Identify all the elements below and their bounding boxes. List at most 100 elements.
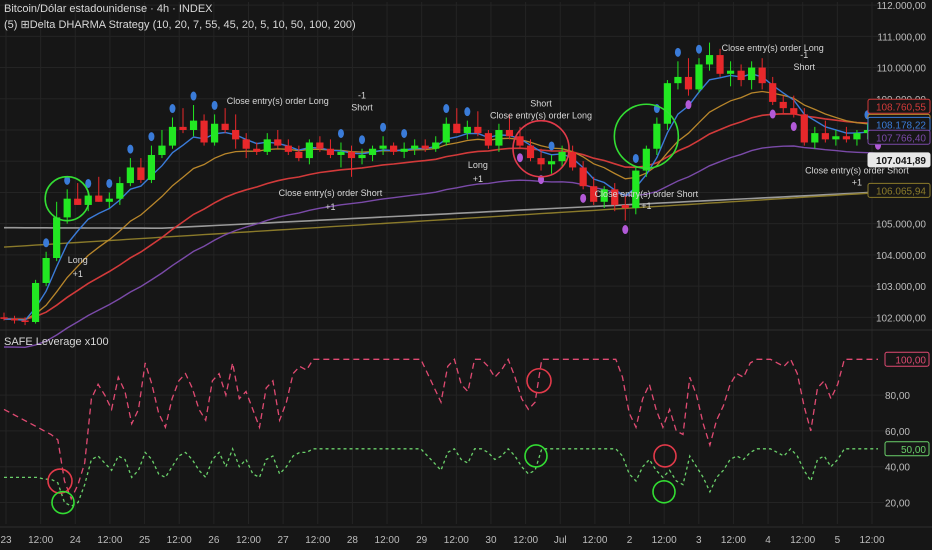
candle-body [326, 148, 335, 155]
candle-body [53, 217, 61, 258]
price-tick-label: 110.000,00 [877, 64, 927, 75]
candle-body [863, 130, 872, 134]
long-dot [337, 128, 344, 138]
price-label: 107.041,89 [867, 152, 931, 168]
price-label-text: 106.065,94 [876, 186, 926, 197]
time-tick-label: 3 [696, 535, 702, 546]
candle [211, 114, 219, 146]
candle [674, 61, 682, 90]
time-tick-label: 12:00 [167, 535, 192, 546]
price-label-box [867, 98, 931, 114]
candle [821, 120, 829, 143]
candle [232, 114, 240, 149]
time-tick-label: 4 [765, 535, 771, 546]
candle-body [211, 123, 219, 143]
candle [811, 126, 819, 149]
close-long-label-2: Close entry(s) order Long [490, 111, 592, 121]
candle-body [189, 120, 198, 130]
candle [221, 108, 229, 134]
time-tick-label: 12:00 [513, 535, 538, 546]
candle-body [0, 317, 8, 319]
candle-body [684, 76, 693, 90]
short-count: -1 [358, 91, 366, 101]
candle-body [31, 282, 40, 322]
candle-body [453, 123, 461, 134]
candle [21, 317, 29, 326]
candle [10, 315, 19, 324]
candle [421, 139, 429, 152]
candle [95, 176, 103, 202]
candle [769, 76, 777, 106]
price-label: 106.065,94 [867, 182, 931, 198]
candle [368, 145, 377, 162]
leverage-value-label: 100,00 [884, 351, 930, 367]
candle [189, 105, 198, 137]
short-dot [622, 225, 629, 235]
candle-body [316, 142, 324, 149]
leverage-pane-title[interactable]: SAFE Leverage x100 [4, 336, 109, 348]
leverage-value-text: 50,00 [901, 445, 926, 456]
candle [242, 133, 250, 159]
candle [832, 130, 840, 146]
candle [31, 279, 40, 324]
sma-gray-line [4, 191, 879, 229]
candle [284, 139, 292, 155]
lev-red-circle [47, 468, 73, 494]
time-tick-label: 12:00 [305, 535, 330, 546]
candle [200, 114, 208, 146]
candle [684, 58, 693, 96]
leverage-value-box [884, 441, 930, 457]
leverage-tick-label: 60,00 [885, 427, 910, 438]
long-dot [380, 122, 387, 132]
candle-body [411, 145, 419, 149]
symbol-title[interactable]: Bitcoin/Dólar estadounidense · 4h · INDE… [4, 3, 213, 15]
close-short-label-3: Close entry(s) order Short [805, 166, 909, 176]
candle [0, 312, 8, 321]
candle [274, 130, 282, 149]
time-tick-label: 12:00 [375, 535, 400, 546]
candle [147, 145, 156, 184]
candle [158, 130, 166, 159]
leverage-lines [3, 357, 878, 507]
long-dot [632, 153, 639, 163]
time-tick-label: 29 [416, 535, 428, 546]
candle [505, 114, 514, 140]
time-tick-label: 12:00 [97, 535, 122, 546]
candle-body [390, 145, 398, 152]
candle [105, 192, 113, 209]
candle-body [653, 123, 661, 149]
candle [758, 58, 766, 90]
strategy-legend[interactable]: (5) ⊞Delta DHARMA Strategy (10, 20, 7, 5… [4, 19, 356, 31]
candle [263, 133, 271, 155]
candle-body [263, 139, 271, 152]
candles [0, 42, 882, 326]
candle-body [811, 133, 819, 143]
short-label-3: Short [794, 62, 816, 72]
candle-body [95, 195, 103, 202]
candle-body [168, 126, 177, 146]
candle-body [516, 136, 524, 146]
candle-body [421, 145, 429, 149]
time-tick-label: 12:00 [444, 535, 469, 546]
time-axis[interactable]: 23 12:00 24 12:00 25 12:00 26 12:00 27 12:00 28 12:… [0, 535, 885, 546]
green-circle-entry-2 [613, 103, 680, 170]
candle [168, 117, 177, 149]
candle-body [663, 83, 671, 124]
candle [495, 123, 503, 152]
price-tick-label: 105.000,00 [876, 220, 926, 231]
candle [295, 145, 303, 162]
price-label-box [867, 129, 931, 145]
ema-mid-line [3, 90, 879, 321]
candle-body [284, 145, 292, 152]
long-count-label: +1 [73, 269, 83, 279]
close-short-count: +1 [325, 202, 335, 212]
candle-body [179, 126, 187, 130]
candle-body [842, 136, 851, 140]
candle-body [242, 139, 250, 149]
short-dot [769, 109, 776, 119]
candle [863, 123, 872, 140]
price-label-text: 108.760,55 [876, 102, 926, 113]
price-axis[interactable]: 112.000,00111.000,00110.000,00109.000,00… [867, 1, 931, 510]
